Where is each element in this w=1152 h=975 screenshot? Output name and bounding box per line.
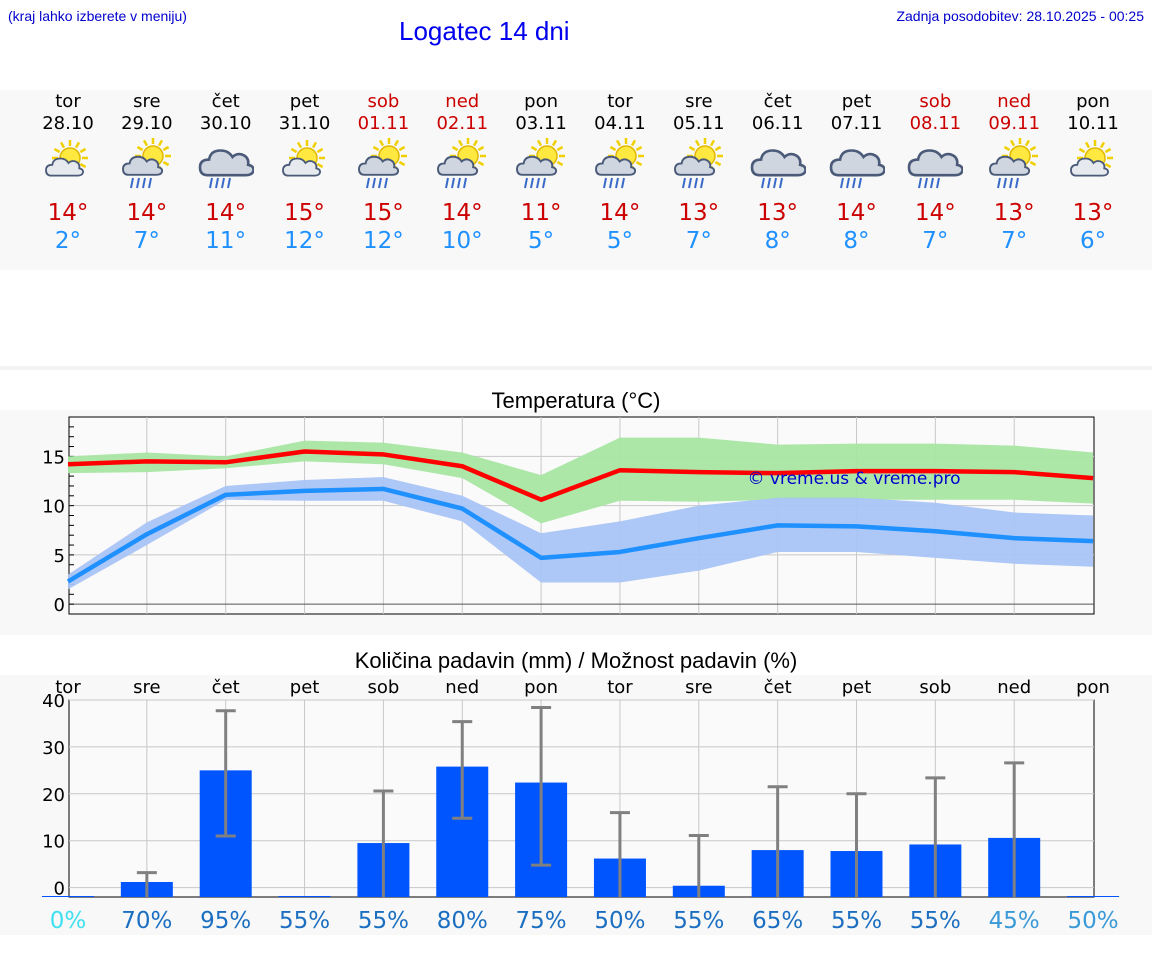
temp-max: 13° xyxy=(1072,200,1114,226)
temp-max: 13° xyxy=(993,200,1035,226)
day-date: 02.11 xyxy=(436,113,489,134)
day-date: 08.11 xyxy=(909,113,962,134)
sun-cloud-rain-icon xyxy=(358,138,408,189)
day-name: sre xyxy=(133,91,161,112)
day-date: 07.11 xyxy=(830,113,883,134)
divider xyxy=(0,366,1152,370)
cloud-rain-icon xyxy=(750,149,806,189)
cloud-rain-icon xyxy=(829,149,885,189)
last-updated: Zadnja posodobitev: 28.10.2025 - 00:25 xyxy=(896,8,1144,24)
temp-min: 7° xyxy=(922,228,949,254)
temp-min: 8° xyxy=(764,228,791,254)
day-date: 29.10 xyxy=(121,113,173,134)
temp-max: 13° xyxy=(678,200,720,226)
sun-cloud-icon xyxy=(1070,140,1114,177)
day-name: pon xyxy=(524,91,559,112)
day-name: tor xyxy=(55,91,81,112)
page-title: Logatec 14 dni xyxy=(399,16,570,46)
cloud-rain-icon xyxy=(908,149,964,189)
temp-min: 12° xyxy=(363,228,404,254)
day-date: 03.11 xyxy=(515,113,567,134)
day-name: pet xyxy=(841,91,872,112)
day-name: pon xyxy=(1076,91,1110,112)
temp-min: 2° xyxy=(54,228,82,254)
location-hint: (kraj lahko izberete v meniju) xyxy=(8,8,187,24)
sun-cloud-icon xyxy=(45,140,88,177)
temp-min: 5° xyxy=(606,228,633,254)
day-name: sob xyxy=(919,91,952,112)
temp-min: 7° xyxy=(1001,228,1028,254)
temp-max: 14° xyxy=(126,200,168,226)
day-name: pet xyxy=(289,91,320,112)
sun-cloud-rain-icon xyxy=(673,138,723,189)
sun-cloud-rain-icon xyxy=(437,138,487,189)
day-date: 04.11 xyxy=(594,113,646,134)
day-name: ned xyxy=(997,91,1032,112)
sun-cloud-rain-icon xyxy=(989,138,1039,189)
day-date: 05.11 xyxy=(673,113,725,134)
day-name: sob xyxy=(367,91,400,112)
day-date: 28.10 xyxy=(42,113,94,134)
temp-max: 14° xyxy=(47,200,89,226)
sun-cloud-icon xyxy=(281,140,325,177)
precipitation-panel xyxy=(0,675,1152,935)
day-name: čet xyxy=(763,91,792,112)
temp-min: 7° xyxy=(685,228,712,254)
sun-cloud-rain-icon xyxy=(516,138,566,189)
day-date: 30.10 xyxy=(199,113,252,134)
cloud-rain-icon xyxy=(198,149,254,189)
day-date: 06.11 xyxy=(751,113,804,134)
temp-max: 13° xyxy=(757,200,799,226)
temp-max: 15° xyxy=(363,200,404,226)
temp-max: 14° xyxy=(205,200,247,226)
day-name: tor xyxy=(607,91,633,112)
temperature-panel xyxy=(0,410,1152,635)
forecast-strip xyxy=(0,90,1152,270)
day-name: čet xyxy=(211,91,240,112)
temp-min: 11° xyxy=(205,228,247,254)
temp-max: 14° xyxy=(441,200,483,226)
day-date: 09.11 xyxy=(988,113,1040,134)
temperature-chart-title: Temperatura (°C) xyxy=(491,388,661,413)
temp-max: 14° xyxy=(914,200,956,226)
temp-max: 15° xyxy=(284,200,325,226)
temp-min: 5° xyxy=(528,228,555,254)
temp-min: 8° xyxy=(843,228,870,254)
temp-max: 11° xyxy=(520,200,562,226)
temp-min: 10° xyxy=(441,228,483,254)
temp-max: 14° xyxy=(599,200,641,226)
temp-min: 7° xyxy=(133,228,160,254)
day-name: sre xyxy=(685,91,713,112)
temp-min: 6° xyxy=(1079,228,1107,254)
sun-cloud-rain-icon xyxy=(594,138,644,189)
day-date: 31.10 xyxy=(278,113,331,134)
sun-cloud-rain-icon xyxy=(121,138,171,189)
temp-min: 12° xyxy=(284,228,325,254)
day-date: 01.11 xyxy=(357,113,410,134)
day-date: 10.11 xyxy=(1067,113,1119,134)
precip-chart-title: Količina padavin (mm) / Možnost padavin … xyxy=(354,648,798,673)
day-name: ned xyxy=(445,91,480,112)
temp-max: 14° xyxy=(836,200,877,226)
